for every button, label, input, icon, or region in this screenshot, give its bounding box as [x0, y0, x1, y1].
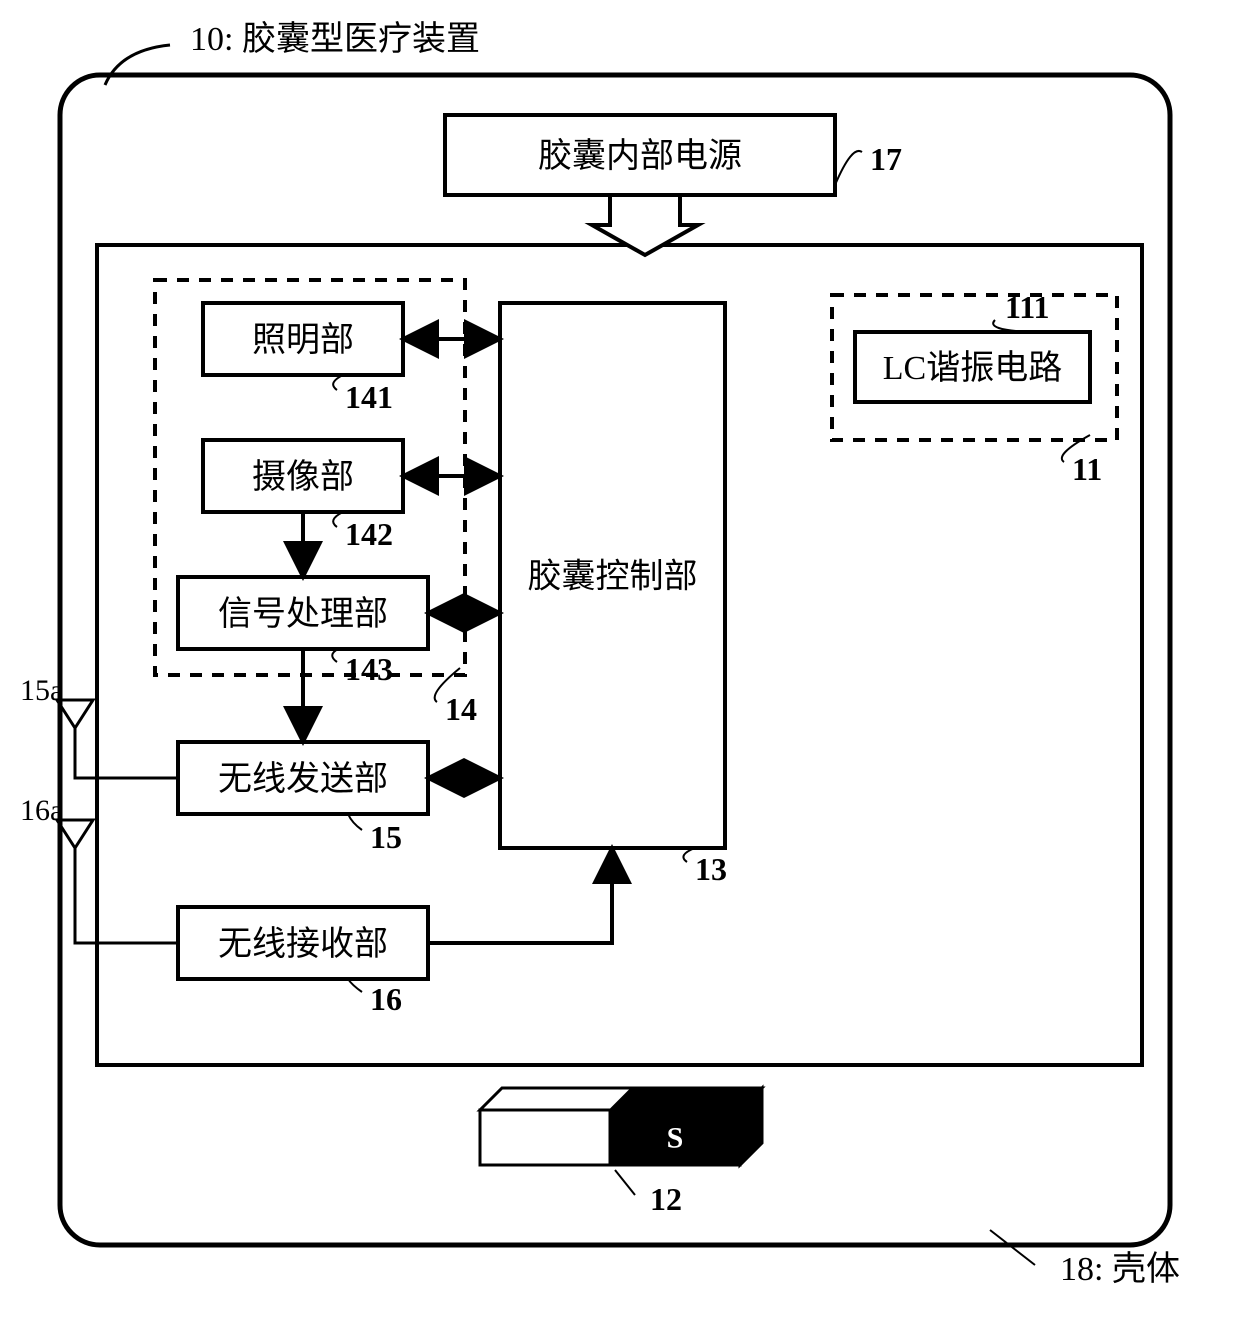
power-block-label: 胶囊内部电源 — [538, 137, 742, 175]
signal-processing-block-label: 信号处理部 — [218, 595, 388, 633]
capsule-control-label: 胶囊控制部 — [528, 558, 698, 596]
magnet-s-label: S — [667, 1121, 684, 1154]
ref-17: 17 — [870, 141, 902, 177]
rx-to-control-arrow — [428, 848, 612, 943]
ref-11: 11 — [1072, 451, 1102, 487]
wireless-rx-block-label: 无线接收部 — [218, 925, 388, 963]
ref-12: 12 — [650, 1181, 682, 1217]
ref-143: 143 — [345, 651, 393, 687]
ref-14: 14 — [445, 691, 477, 727]
ref-142: 142 — [345, 516, 393, 552]
ref-111: 111 — [1005, 289, 1049, 325]
wireless-tx-block-label: 无线发送部 — [218, 760, 388, 798]
illumination-block-label: 照明部 — [252, 321, 354, 359]
ref-16: 16 — [370, 981, 402, 1017]
ref-15: 15 — [370, 819, 402, 855]
ref-13: 13 — [695, 851, 727, 887]
magnet-n-label: N — [534, 1121, 556, 1154]
housing-label: 18: 壳体 — [1060, 1250, 1180, 1288]
imaging-block-label: 摄像部 — [252, 458, 354, 496]
ref-141: 141 — [345, 379, 393, 415]
title-label: 10: 胶囊型医疗装置 — [190, 20, 480, 58]
lc-resonant-block-label: LC谐振电路 — [883, 349, 1062, 387]
block-diagram: 10: 胶囊型医疗装置 18: 壳体 胶囊内部电源照明部摄像部信号处理部无线发送部无… — [0, 0, 1240, 1321]
